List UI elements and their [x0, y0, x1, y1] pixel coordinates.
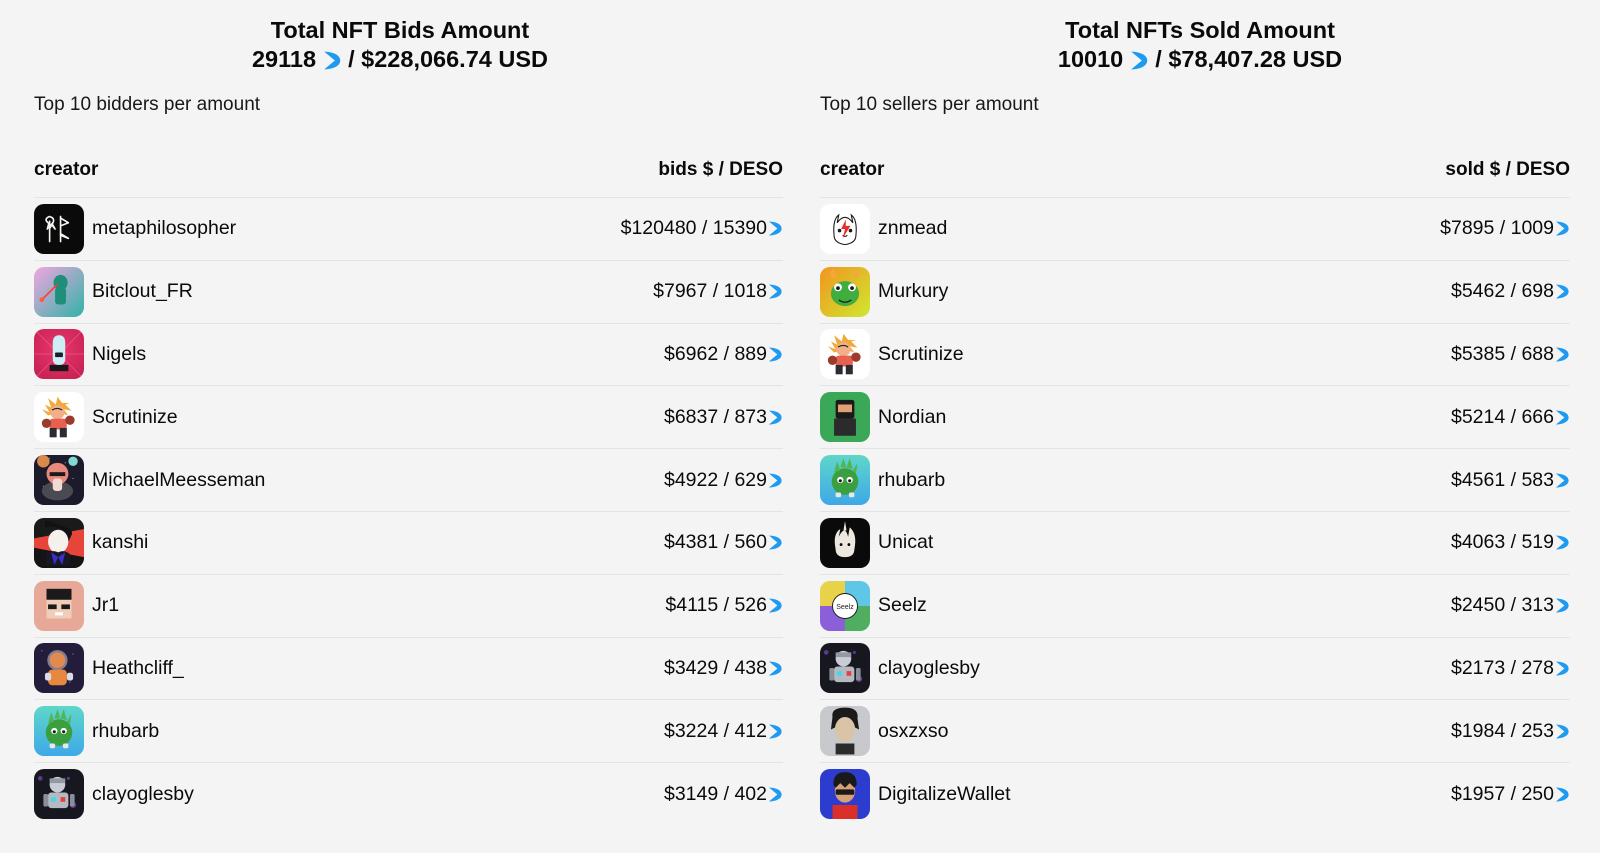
- svg-text:Seelz: Seelz: [836, 604, 854, 611]
